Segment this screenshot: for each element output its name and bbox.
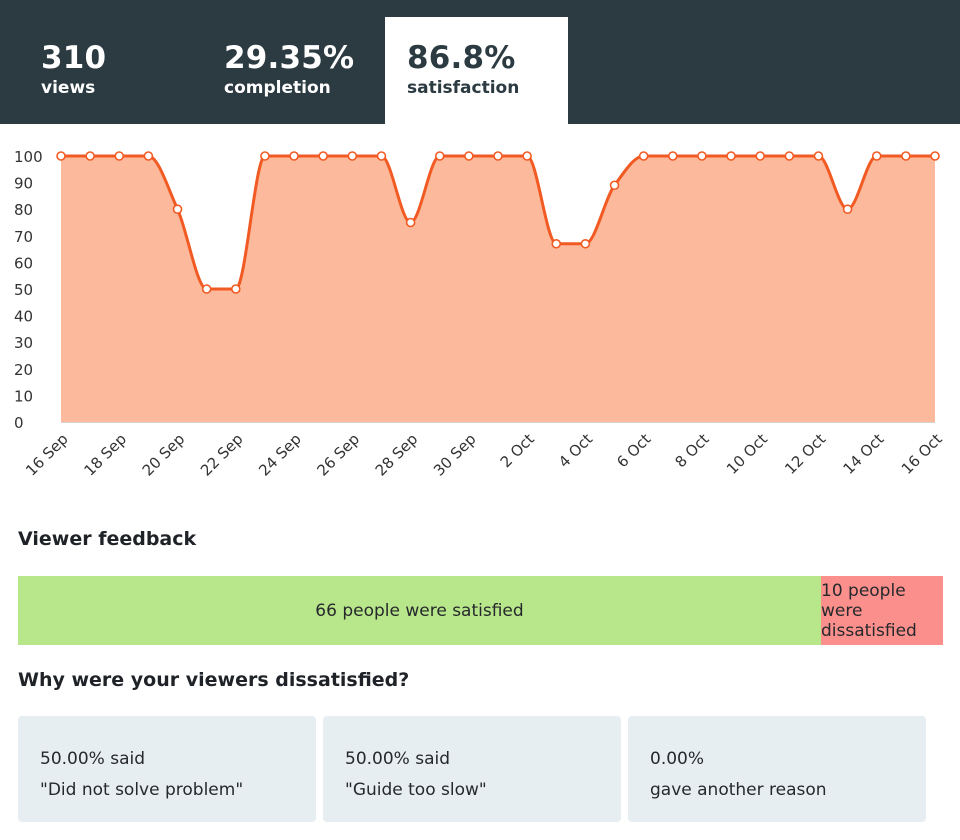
data-point[interactable] <box>143 151 154 161</box>
x-tick-label: 30 Sep <box>430 430 480 480</box>
dissatisfied-bar: 10 people were dissatisfied <box>821 576 943 645</box>
x-tick-label: 20 Sep <box>139 430 189 480</box>
reason-percent: 0.00% <box>650 749 705 769</box>
y-tick-label: 80 <box>14 201 33 219</box>
y-axis: 0 10 20 30 40 50 60 70 80 90 100 <box>14 148 43 432</box>
data-point[interactable] <box>901 151 911 161</box>
satisfaction-value: 86.8% <box>407 40 516 76</box>
data-point[interactable] <box>609 180 620 191</box>
data-point[interactable] <box>522 151 532 161</box>
y-tick-label: 10 <box>14 387 33 405</box>
data-point[interactable] <box>784 151 795 161</box>
x-tick-label: 22 Sep <box>197 430 247 480</box>
satisfied-bar: 66 people were satisfied <box>18 576 821 645</box>
data-point[interactable] <box>638 151 649 161</box>
data-point[interactable] <box>289 151 299 161</box>
y-tick-label: 20 <box>14 361 33 379</box>
data-point[interactable] <box>580 238 591 249</box>
x-tick-label: 4 Oct <box>555 430 596 471</box>
data-point[interactable] <box>231 284 241 294</box>
y-tick-label: 100 <box>14 148 43 166</box>
views-label: views <box>41 78 96 98</box>
data-point[interactable] <box>405 217 416 228</box>
data-point[interactable] <box>930 151 940 161</box>
x-tick-label: 26 Sep <box>313 430 363 480</box>
x-tick-label: 2 Oct <box>497 430 538 471</box>
completion-label: completion <box>224 78 331 98</box>
data-point[interactable] <box>755 151 766 161</box>
y-tick-label: 50 <box>14 281 33 299</box>
x-tick-label: 16 Sep <box>22 430 72 480</box>
stat-satisfaction-tab[interactable]: 86.8% satisfaction <box>385 17 568 124</box>
x-tick-label: 28 Sep <box>372 430 422 480</box>
reason-text: gave another reason <box>650 780 827 800</box>
x-tick-label: 24 Sep <box>255 430 305 480</box>
y-tick-label: 70 <box>14 228 33 246</box>
x-tick-label: 12 Oct <box>781 430 829 478</box>
plot-area <box>56 151 940 422</box>
reason-text: "Guide too slow" <box>345 780 487 800</box>
data-point[interactable] <box>493 151 503 161</box>
y-tick-label: 90 <box>14 175 33 193</box>
reason-card: 50.00% said "Guide too slow" <box>323 716 621 822</box>
x-tick-label: 16 Oct <box>898 430 946 478</box>
reason-percent: 50.00% said <box>40 749 146 769</box>
area-fill <box>61 156 935 422</box>
dissatisfied-label: 10 people were dissatisfied <box>821 580 917 641</box>
x-tick-label: 10 Oct <box>723 430 771 478</box>
x-tick-label: 6 Oct <box>613 430 654 471</box>
data-point[interactable] <box>85 151 95 161</box>
x-tick-label: 14 Oct <box>840 430 888 478</box>
reason-percent: 50.00% said <box>345 749 451 769</box>
data-point[interactable] <box>172 204 183 214</box>
satisfied-label: 66 people were satisfied <box>315 600 524 621</box>
x-tick-label: 8 Oct <box>671 430 712 471</box>
viewer-feedback-heading: Viewer feedback <box>18 528 197 550</box>
satisfaction-chart: 0 10 20 30 40 50 60 70 80 90 100 16 Sep 18 Sep 20 Se… <box>14 148 946 480</box>
x-tick-label: 18 Sep <box>80 430 130 480</box>
reason-text: "Did not solve problem" <box>40 780 244 800</box>
data-point[interactable] <box>726 151 736 161</box>
reason-card: 50.00% said "Did not solve problem" <box>18 716 316 822</box>
y-tick-label: 30 <box>14 334 33 352</box>
dissatisfied-reasons-heading: Why were your viewers dissatisfied? <box>18 669 410 691</box>
stat-completion-tab[interactable]: 29.35% completion <box>224 17 374 124</box>
x-axis: 16 Sep 18 Sep 20 Sep 22 Sep 24 Sep 26 Sep 28 S… <box>22 422 946 480</box>
satisfaction-label: satisfaction <box>407 78 520 98</box>
views-value: 310 <box>41 40 107 76</box>
data-point[interactable] <box>201 284 212 294</box>
completion-value: 29.35% <box>224 40 355 76</box>
data-point[interactable] <box>667 151 678 161</box>
data-point[interactable] <box>347 151 358 161</box>
y-tick-label: 0 <box>14 414 24 432</box>
data-point[interactable] <box>813 151 824 161</box>
data-point[interactable] <box>260 151 270 161</box>
data-point[interactable] <box>551 238 562 249</box>
data-point[interactable] <box>434 151 445 161</box>
data-point[interactable] <box>464 151 474 161</box>
y-tick-label: 60 <box>14 254 33 272</box>
data-point[interactable] <box>842 204 853 214</box>
stat-views-tab[interactable]: 310 views <box>41 17 191 124</box>
reason-card: 0.00% gave another reason <box>628 716 926 822</box>
data-point[interactable] <box>697 151 707 161</box>
data-point[interactable] <box>318 151 329 161</box>
data-point[interactable] <box>871 151 882 161</box>
data-point[interactable] <box>56 151 66 161</box>
y-tick-label: 40 <box>14 308 33 326</box>
data-point[interactable] <box>114 151 125 161</box>
data-point[interactable] <box>376 151 387 161</box>
